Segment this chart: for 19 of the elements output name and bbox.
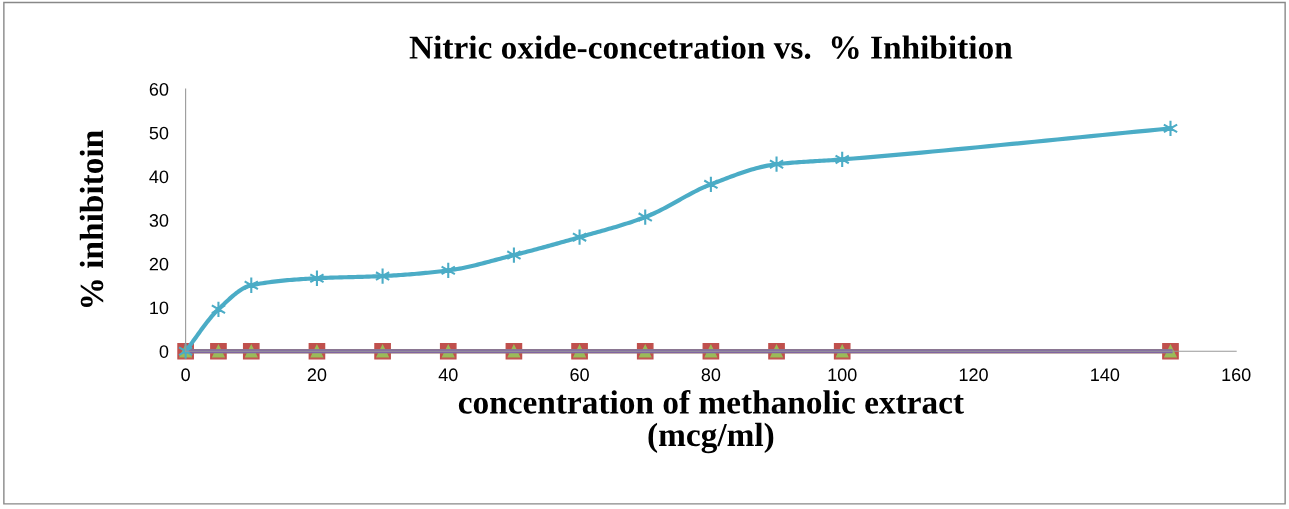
x-tick-label: 20 <box>307 368 327 382</box>
y-tick-label: 0 <box>159 345 169 358</box>
y-tick-label: 10 <box>150 301 169 315</box>
y-tick-label: 60 <box>149 83 169 96</box>
y-tick-label: 30 <box>149 214 169 227</box>
x-tick-label: 80 <box>701 368 721 382</box>
chart-title: Nitric oxide-concetration vs. % Inhibition <box>409 35 1013 59</box>
y-tick-label: 40 <box>149 170 169 184</box>
x-tick-label: 0 <box>181 368 190 382</box>
x-tick-label: 40 <box>438 368 458 382</box>
x-tick-label: 160 <box>1222 368 1251 382</box>
x-tick-label: 100 <box>828 368 857 382</box>
y-tick-label: 20 <box>149 257 169 271</box>
y-axis-title: % inhibitoin <box>79 130 104 308</box>
x-tick-label: 140 <box>1091 368 1120 382</box>
x-axis-title: concentration of methanolic extract (mcg/ml) <box>458 389 964 454</box>
x-tick-label: 120 <box>959 368 988 382</box>
x-tick-label: 60 <box>570 368 589 382</box>
y-tick-label: 50 <box>149 126 169 140</box>
